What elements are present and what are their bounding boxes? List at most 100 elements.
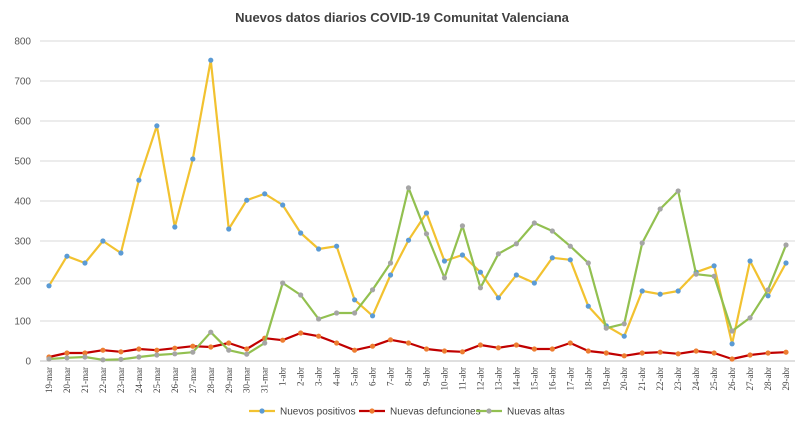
data-point (549, 228, 555, 234)
x-tick-label: 10-abr (439, 367, 449, 391)
x-tick-label: 31-mar (260, 367, 270, 393)
x-tick-label: 4-abr (332, 367, 342, 386)
data-point (64, 355, 70, 361)
data-point (639, 240, 645, 246)
data-point (208, 344, 214, 350)
data-point (172, 345, 178, 351)
chart-title: Nuevos datos diarios COVID-19 Comunitat … (235, 10, 570, 25)
data-point (100, 238, 106, 244)
x-tick-label: 8-abr (404, 367, 414, 386)
legend-item: Nuevas defunciones (359, 407, 481, 418)
data-point (351, 310, 358, 316)
series-line (47, 331, 788, 361)
x-tick-label: 30-mar (242, 367, 252, 393)
x-tick-label: 21-abr (637, 367, 647, 391)
x-tick-label: 26-mar (170, 367, 180, 393)
x-tick-label: 7-abr (386, 367, 396, 386)
data-point (280, 280, 286, 286)
data-point (423, 346, 430, 352)
data-point (639, 350, 645, 356)
data-point (100, 357, 106, 363)
x-tick-label: 20-mar (62, 367, 72, 393)
data-point (369, 287, 376, 293)
x-tick-label: 2-abr (296, 367, 306, 386)
data-point (459, 223, 466, 229)
data-point (154, 347, 160, 353)
data-point (585, 303, 591, 309)
data-point (369, 313, 376, 319)
data-point (585, 260, 591, 266)
data-point (190, 343, 196, 349)
x-tick-label: 27-abr (745, 367, 755, 391)
data-point (262, 191, 268, 197)
data-point (513, 272, 519, 278)
data-point (387, 337, 394, 343)
x-tick-label: 23-abr (673, 367, 683, 391)
data-point (459, 252, 466, 258)
data-point (711, 263, 717, 269)
data-point (495, 345, 501, 351)
data-point (747, 315, 753, 321)
x-tick-label: 18-abr (583, 367, 593, 391)
data-point (190, 156, 196, 162)
data-point (621, 333, 627, 339)
y-tick-label: 500 (14, 157, 31, 168)
x-tick-label: 24-abr (691, 367, 701, 391)
x-tick-label: 11-abr (457, 367, 467, 390)
data-point (477, 269, 484, 275)
data-point (657, 291, 663, 297)
x-tick-label: 9-abr (421, 367, 431, 386)
data-point (226, 340, 232, 346)
data-point (711, 350, 717, 356)
x-tick-label: 23-mar (116, 367, 126, 393)
data-point (477, 342, 484, 348)
data-point (154, 352, 160, 358)
x-tick-label: 5-abr (350, 367, 360, 386)
data-point (531, 280, 537, 286)
data-point (441, 258, 448, 264)
x-tick-label: 29-abr (781, 367, 791, 391)
legend-item: Nuevos positivos (249, 407, 356, 418)
data-point (172, 351, 178, 357)
data-point (136, 354, 142, 360)
legend-marker (486, 408, 492, 414)
data-point (154, 123, 160, 129)
data-point (280, 202, 286, 208)
data-point (226, 226, 232, 232)
data-point (747, 352, 753, 358)
data-point (603, 350, 609, 356)
data-point (693, 348, 699, 354)
x-tick-label: 24-mar (134, 367, 144, 393)
data-point (603, 325, 609, 331)
data-point (280, 337, 286, 343)
data-point (369, 343, 376, 349)
x-tick-label: 3-abr (314, 367, 324, 386)
data-point (765, 293, 771, 299)
data-point (262, 340, 268, 346)
data-point (118, 349, 124, 355)
data-point (477, 285, 484, 291)
data-point (100, 347, 106, 353)
data-point (531, 220, 537, 226)
data-point (531, 346, 537, 352)
x-tick-label: 29-mar (224, 367, 234, 393)
data-point (405, 237, 412, 243)
data-point (136, 346, 142, 352)
data-point (729, 328, 735, 334)
x-tick-label: 19-abr (601, 367, 611, 391)
x-tick-label: 19-mar (44, 367, 54, 393)
y-tick-label: 700 (14, 77, 31, 88)
x-tick-label: 25-mar (152, 367, 162, 393)
data-point (405, 185, 412, 191)
series-layer (46, 57, 789, 363)
data-point (693, 271, 699, 277)
data-point (747, 258, 753, 264)
legend: Nuevos positivos Nuevas defunciones Nuevas… (249, 407, 565, 418)
data-point (405, 340, 412, 346)
data-point (351, 347, 358, 353)
data-point (298, 230, 304, 236)
x-tick-label: 6-abr (368, 367, 378, 386)
y-tick-label: 800 (14, 37, 31, 48)
